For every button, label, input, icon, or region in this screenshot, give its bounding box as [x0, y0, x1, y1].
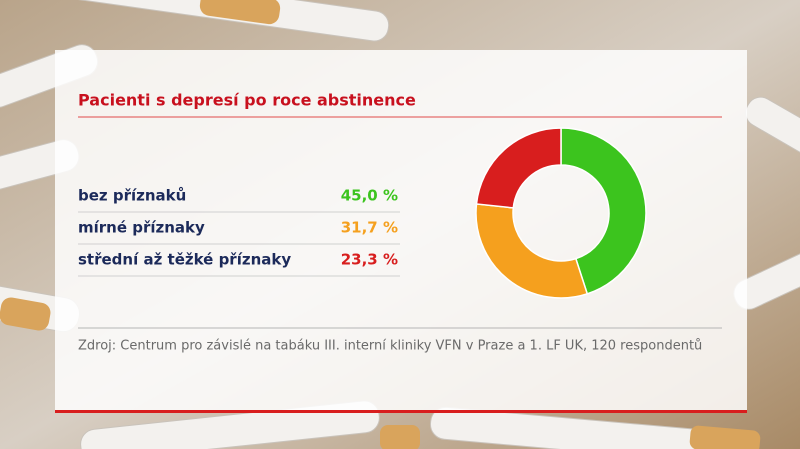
legend-label: střední až těžké příznaky — [78, 251, 291, 269]
value-label: 45,0 % — [341, 187, 398, 205]
legend-label: bez příznaků — [78, 187, 186, 205]
value-label: 31,7 % — [341, 219, 398, 237]
legend-label: mírné příznaky — [78, 219, 205, 237]
source: Zdroj: Centrum pro závislé na tabáku III… — [78, 339, 702, 354]
panel-bottom-line — [55, 410, 747, 413]
value-label: 23,3 % — [341, 251, 398, 269]
donut-segment — [475, 127, 562, 209]
donut-segment — [475, 203, 589, 299]
donut-segment — [560, 127, 647, 295]
chart-title: Pacienti s depresí po roce abstinence — [78, 91, 416, 110]
